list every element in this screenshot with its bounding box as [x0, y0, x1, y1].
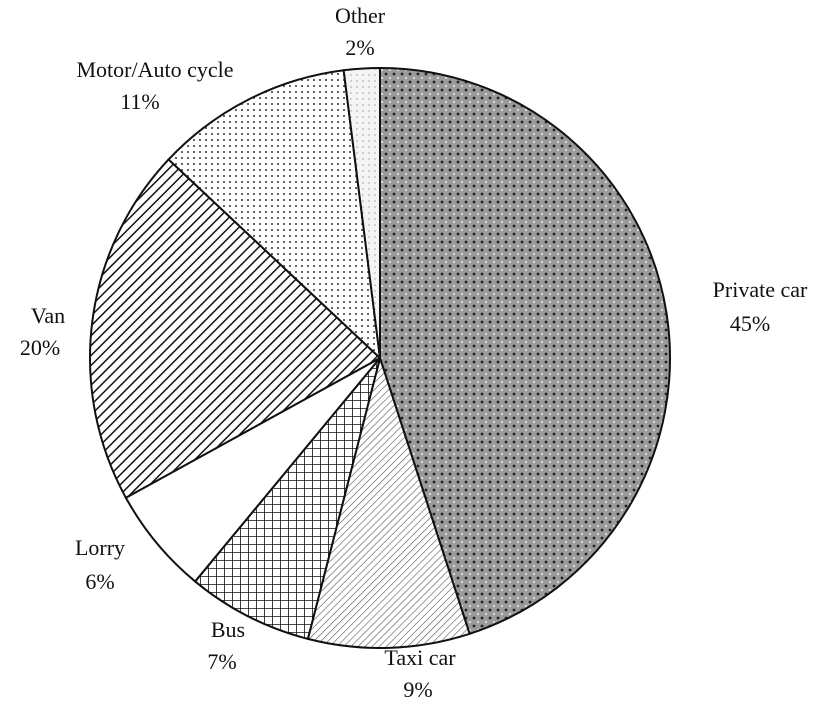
slice-value-label: 20%: [20, 335, 60, 360]
slice-value-label: 7%: [207, 649, 236, 674]
pie-slice: [342, 66, 381, 359]
pie-slice: [89, 158, 382, 500]
pie-slice: [167, 69, 382, 361]
slice-value-label: 9%: [403, 677, 432, 702]
slice-value-label: 2%: [345, 35, 374, 60]
slice-label: Other: [335, 3, 386, 28]
slice-label: Bus: [211, 617, 245, 642]
slice-value-label: 11%: [120, 89, 160, 114]
slice-label: Taxi car: [384, 645, 456, 670]
pie-slice: [306, 354, 471, 649]
slice-label: Van: [31, 303, 65, 328]
slice-label: Motor/Auto cycle: [76, 57, 233, 82]
pie-slice: [379, 66, 671, 636]
slice-value-label: 45%: [730, 311, 770, 336]
pie-slice: [193, 357, 381, 641]
slice-value-label: 6%: [85, 569, 114, 594]
slice-label: Private car: [713, 277, 808, 302]
slice-label: Lorry: [75, 535, 125, 560]
